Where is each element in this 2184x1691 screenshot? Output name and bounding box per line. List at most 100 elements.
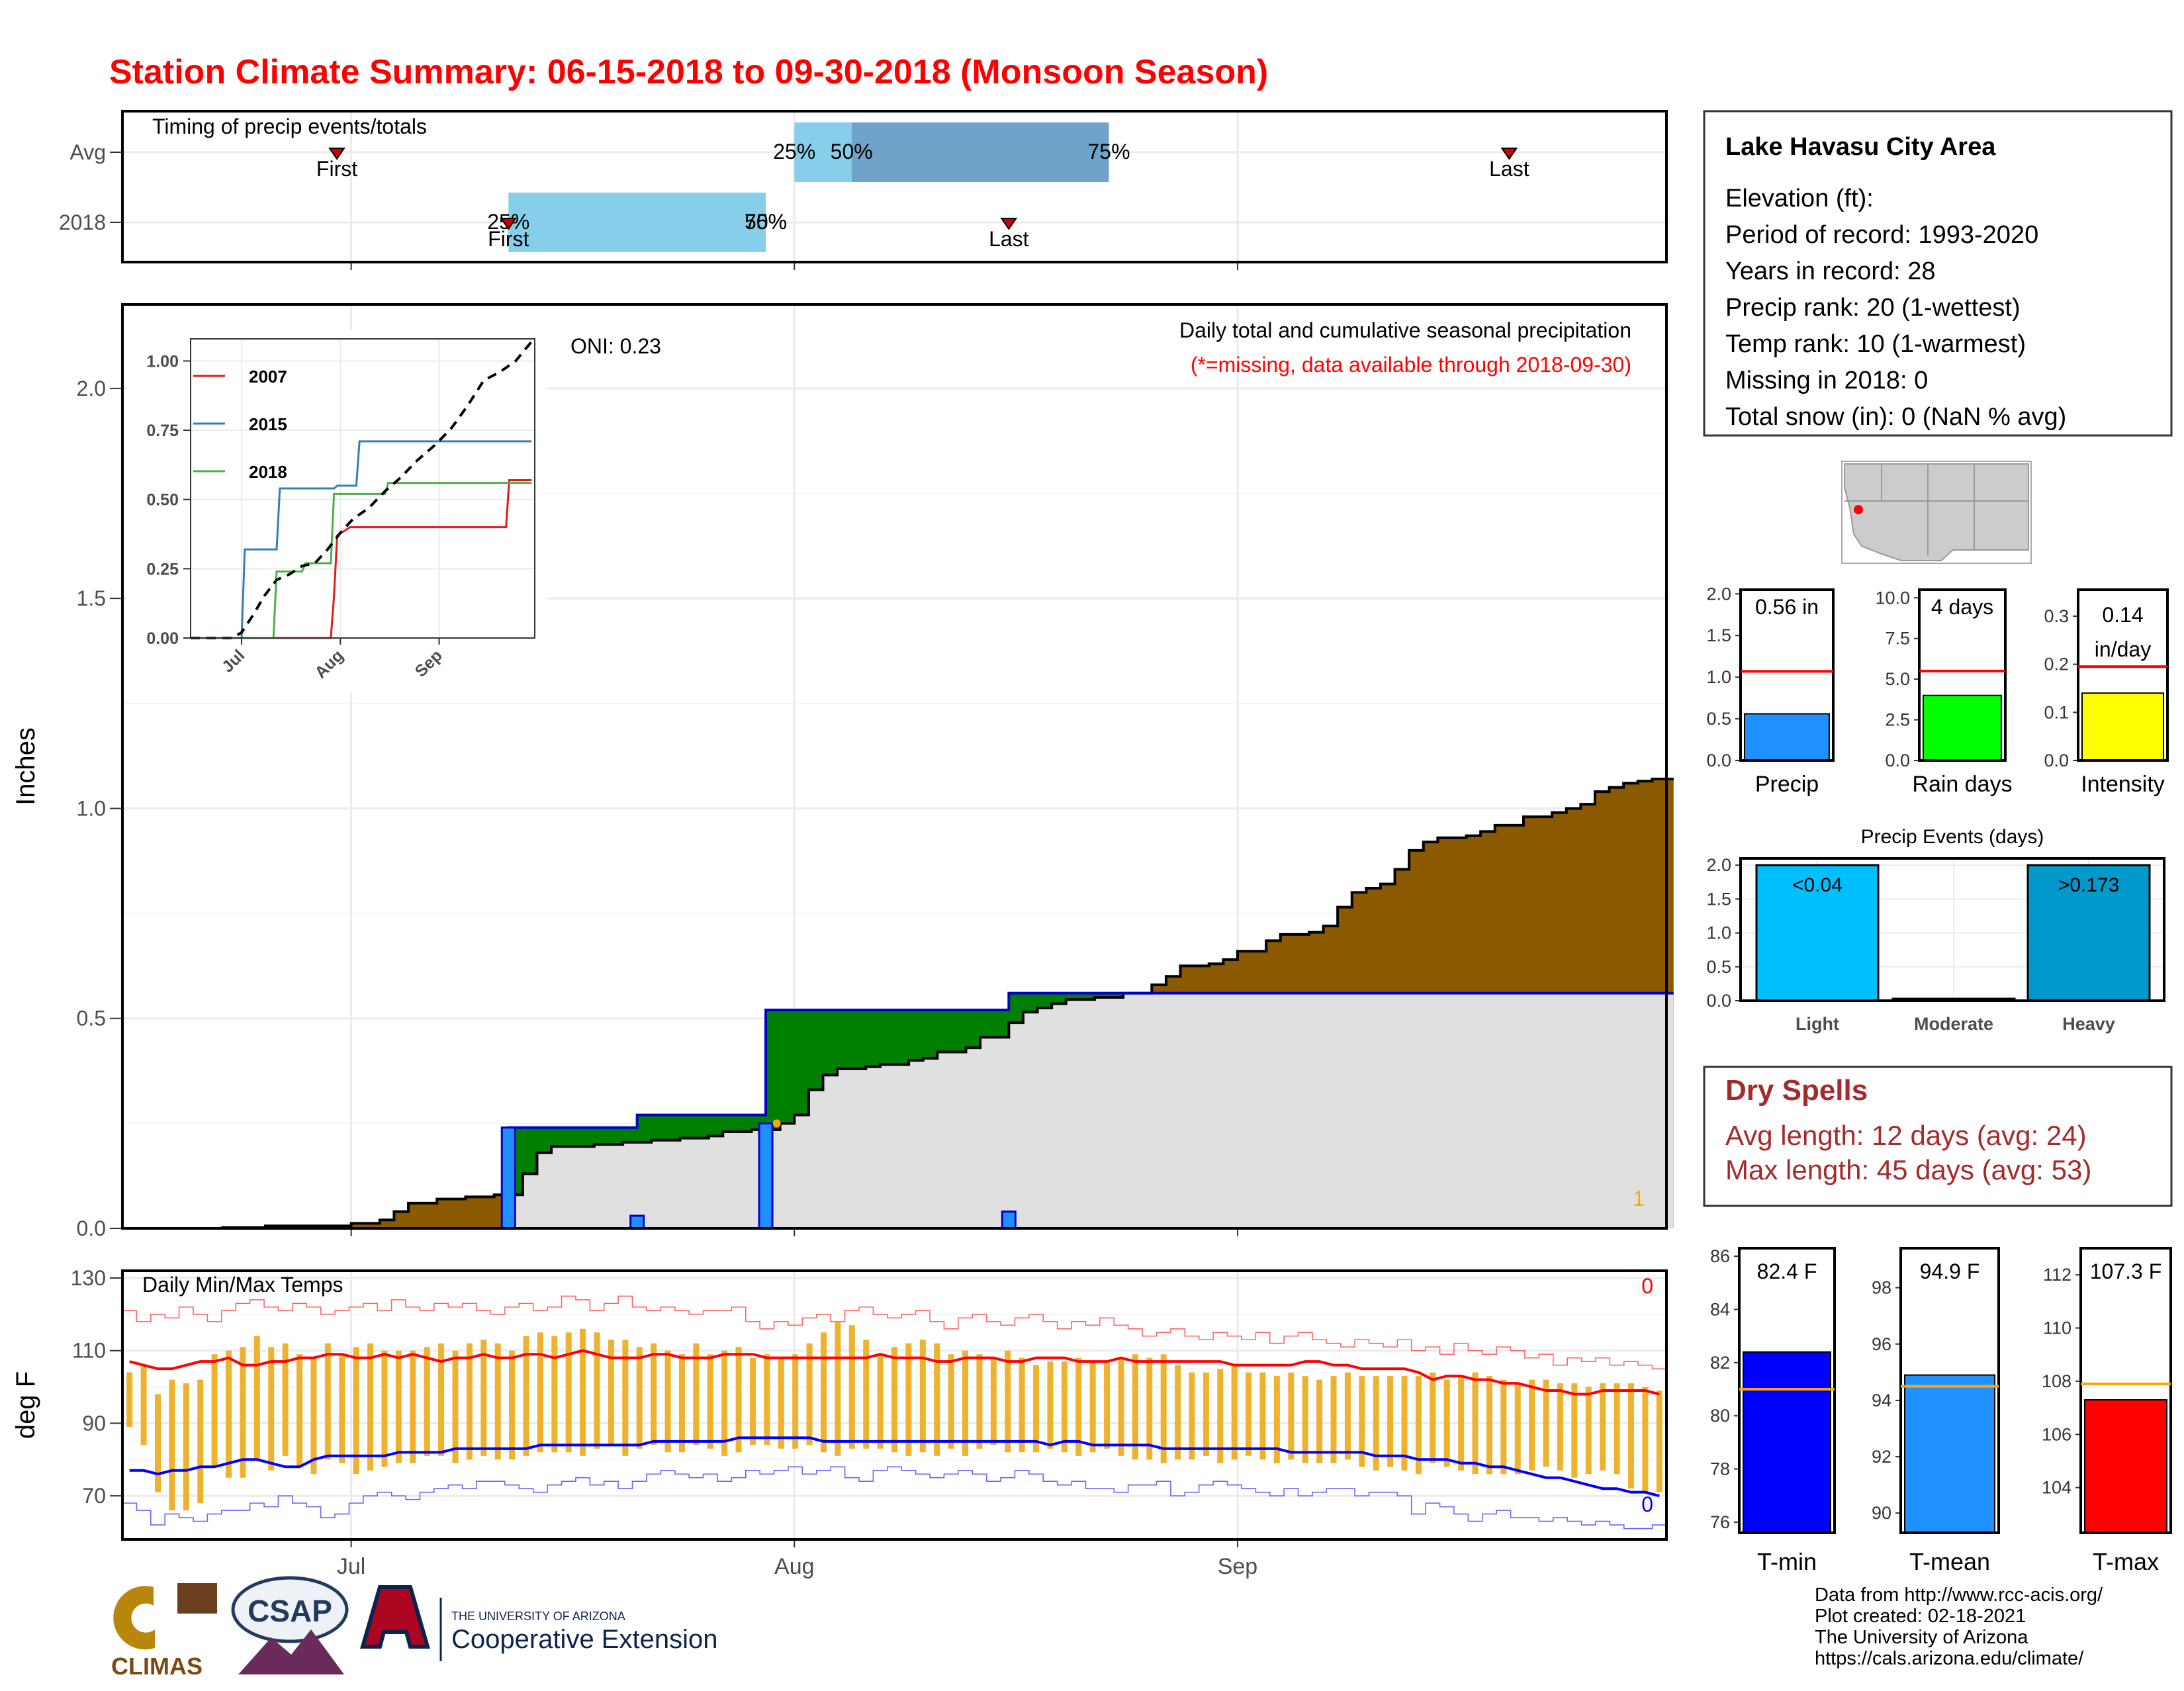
event-bar <box>2026 864 2151 1002</box>
station-info-line: Elevation (ft): <box>1725 185 1874 212</box>
daily-temp-bar <box>976 1354 983 1449</box>
temp-summary-0-tick-label: 82 <box>1710 1353 1730 1373</box>
first-event-marker <box>500 218 518 230</box>
daily-temp-bar <box>1585 1387 1592 1475</box>
temp-summary-category-label: T-mean <box>1909 1548 1990 1575</box>
daily-temp-bar <box>197 1379 204 1504</box>
inset-legend-label: 2007 <box>249 367 287 387</box>
daily-temp-bar <box>664 1350 671 1453</box>
daily-temp-bar <box>764 1354 770 1445</box>
inset-y-tick-label: 1.00 <box>146 352 179 371</box>
station-info-line: Temp rank: 10 (1-warmest) <box>1725 330 2026 358</box>
csap-mountain <box>238 1629 344 1674</box>
logos: CLIMAS CSAP THE UNIVERSITY OF ARIZONA Coope… <box>111 1576 717 1680</box>
daily-temp-bar <box>395 1350 402 1463</box>
daily-temp-bar <box>169 1379 175 1511</box>
common-cumulative-area <box>122 993 1674 1228</box>
temp-panel-title: Daily Min/Max Temps <box>142 1273 343 1297</box>
daily-temp-bar <box>240 1347 246 1478</box>
daily-temp-bar <box>1614 1383 1620 1475</box>
csap-cloud <box>231 1576 349 1643</box>
daily-temp-bar <box>1246 1372 1252 1456</box>
daily-temp-bar <box>919 1340 926 1453</box>
daily-temp-bar <box>253 1336 260 1460</box>
daily-temp-bar <box>1075 1357 1082 1456</box>
daily-temp-bar <box>140 1365 147 1445</box>
summary-2-tick-label: 0.3 <box>2044 606 2069 626</box>
daily-temp-bar <box>1189 1372 1195 1460</box>
summary-1-tick-label: 0.0 <box>1885 751 1910 770</box>
summary-2-tick-label: 0.1 <box>2044 702 2069 722</box>
station-info-line: Years in record: 28 <box>1725 257 1936 285</box>
summary-1-frame <box>1918 588 2007 762</box>
daily-temp-bar <box>1231 1365 1238 1460</box>
climas-logo-mark <box>113 1586 155 1650</box>
daily-temp-bar <box>1005 1350 1011 1453</box>
temp-summary-2-tick-label: 108 <box>2042 1371 2071 1391</box>
station-info-line: Missing in 2018: 0 <box>1725 367 1928 394</box>
daily-temp-bar <box>1288 1372 1295 1460</box>
daily-temp-bar <box>1472 1372 1479 1475</box>
daily-temp-bar <box>1061 1361 1068 1453</box>
summary-category-label: Precip <box>1755 772 1819 797</box>
event-category-label: Light <box>1796 1014 1839 1034</box>
dry-spells-box: Dry Spells Avg length: 12 days (avg: 24)M… <box>1703 1066 2173 1207</box>
inset-frame <box>190 338 535 639</box>
daily-temp-bar <box>494 1343 501 1460</box>
station-location-dot <box>1854 505 1863 514</box>
dry-max-length: Max length: 45 days (avg: 53) <box>1725 1154 2091 1185</box>
inset-average-line <box>191 340 533 639</box>
daily-temp-bar <box>1557 1383 1563 1471</box>
summary-1-tick-label: 5.0 <box>1885 669 1910 689</box>
daily-temp-bar <box>353 1347 359 1475</box>
daily-precip-bar <box>629 1214 645 1230</box>
daily-temp-bar <box>1443 1379 1450 1467</box>
daily-temp-bar <box>1217 1369 1224 1463</box>
station-name: Lake Havasu City Area <box>1725 133 1996 161</box>
temp-summary-value-label: 94.9 F <box>1920 1259 1980 1283</box>
daily-temp-bar <box>1500 1379 1507 1475</box>
daily-temp-bar <box>622 1340 629 1456</box>
daily-temp-bar <box>226 1350 232 1478</box>
daily-temp-bar <box>1359 1376 1365 1467</box>
daily-temp-bar <box>1259 1372 1266 1460</box>
daily-temp-bar <box>1627 1383 1634 1489</box>
last-event-marker <box>1000 218 1018 230</box>
summary-category-label: Rain days <box>1912 772 2012 797</box>
timing-panel: 25%50%75%FirstLastAvg25%50%75%FirstLast2… <box>59 110 1668 270</box>
station-info-box: Lake Havasu City Area Elevation (ft): Peri… <box>1703 110 2173 437</box>
summary-0-tick-label: 1.0 <box>1706 667 1731 687</box>
record-min-line <box>122 1466 1666 1530</box>
ua-logo-small-text: THE UNIVERSITY OF ARIZONA <box>451 1610 625 1623</box>
daily-temp-bar <box>296 1354 303 1467</box>
temp-summary-value-label: 107.3 F <box>2090 1259 2162 1283</box>
temp-summary-1-frame <box>1899 1247 2000 1534</box>
temp-summary-0-tick-label: 78 <box>1710 1459 1730 1479</box>
daily-temp-bar <box>1203 1372 1209 1456</box>
daily-temp-bar <box>580 1328 586 1456</box>
summary-category-label: Intensity <box>2081 772 2165 797</box>
daily-precip-bar <box>758 1122 774 1230</box>
event-category-label: Heavy <box>2062 1014 2115 1034</box>
daily-temp-bar <box>1175 1365 1181 1460</box>
precip-y-axis-label: Inches <box>11 727 40 805</box>
summary-0-tick-label: 1.5 <box>1706 625 1731 645</box>
daily-temp-bar <box>778 1357 784 1449</box>
daily-temp-bar <box>735 1347 742 1453</box>
daily-temp-bar <box>948 1354 954 1449</box>
dry-avg-length: Avg length: 12 days (avg: 24) <box>1725 1120 2087 1151</box>
avg-min-line <box>129 1436 1660 1498</box>
last-event-label: Last <box>1489 157 1529 181</box>
precip-y-tick-label: 1.0 <box>77 796 106 820</box>
first-event-label: First <box>488 227 529 251</box>
missing-count: 1 <box>1633 1187 1645 1211</box>
last-event-marker <box>1500 148 1518 160</box>
summary-0-tick-label: 2.0 <box>1706 584 1731 604</box>
daily-temp-bar <box>877 1354 884 1449</box>
events-tick-label: 2.0 <box>1706 855 1731 875</box>
summary-value-label: 0.56 in <box>1755 595 1819 619</box>
missing-note: (*=missing, data available through 2018-… <box>1191 353 1631 377</box>
precip-y-tick-label: 0.0 <box>77 1216 106 1240</box>
daily-temp-bar <box>183 1383 189 1511</box>
